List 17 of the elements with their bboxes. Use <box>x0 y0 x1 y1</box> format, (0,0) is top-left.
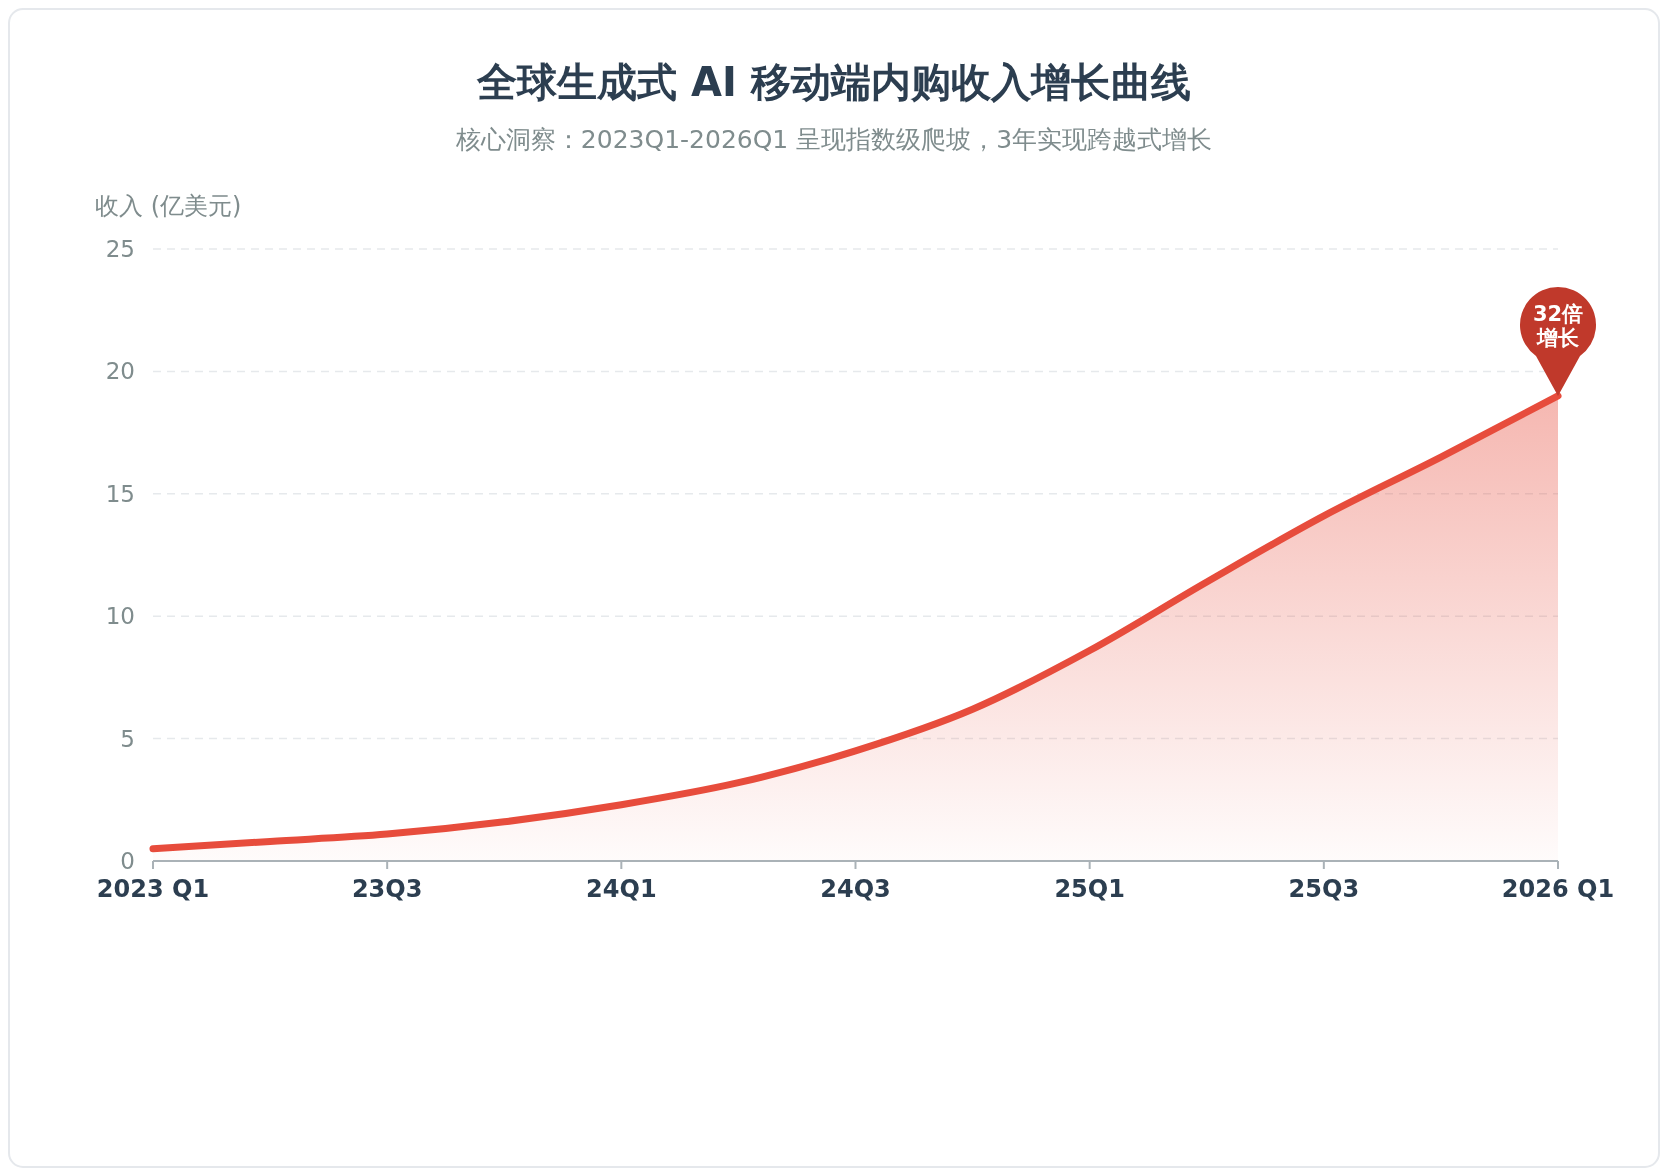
y-axis-title: 收入 (亿美元) <box>95 192 242 220</box>
x-tick-label: 24Q1 <box>586 875 657 903</box>
y-tick-label: 25 <box>105 236 135 263</box>
x-tick-label: 2023 Q1 <box>96 875 210 903</box>
y-tick-label: 15 <box>105 480 135 507</box>
x-tick-label: 25Q1 <box>1054 875 1125 903</box>
chart-title: 全球生成式 AI 移动端内购收入增长曲线 <box>476 59 1191 105</box>
x-tick-label: 24Q3 <box>820 875 891 903</box>
y-tick-label: 0 <box>120 848 135 875</box>
x-tick-label: 2026 Q1 <box>1501 875 1615 903</box>
y-tick-label: 10 <box>105 603 135 630</box>
x-tick-label: 23Q3 <box>351 875 423 903</box>
y-tick-label: 20 <box>105 358 135 385</box>
y-tick-label: 5 <box>120 725 135 752</box>
x-tick-label: 25Q3 <box>1288 875 1360 903</box>
annotation: 32倍增长 <box>1532 302 1584 351</box>
chart-subtitle: 核心洞察：2023Q1-2026Q1 呈现指数级爬坡，3年实现跨越式增长 <box>454 125 1213 154</box>
